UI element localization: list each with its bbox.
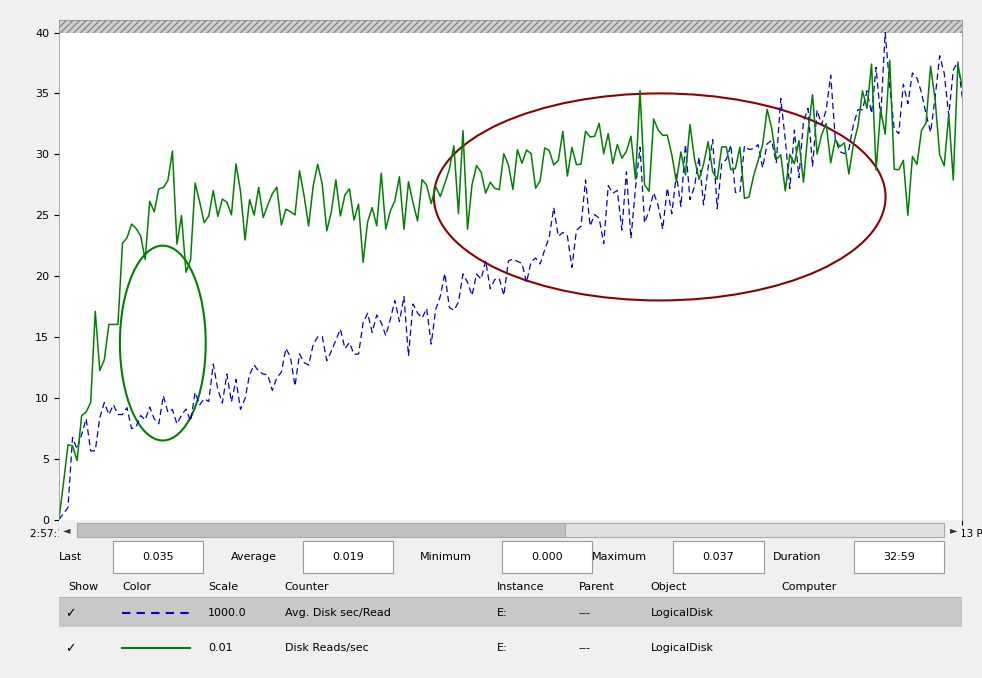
Text: 0.035: 0.035 [142, 552, 174, 562]
Text: Instance: Instance [497, 582, 545, 592]
Text: E:: E: [497, 608, 508, 618]
Text: ►: ► [951, 525, 957, 535]
Text: Color: Color [122, 582, 151, 592]
Bar [59, 597, 962, 626]
Text: Last: Last [59, 552, 82, 562]
Text: Parent: Parent [578, 582, 615, 592]
Text: 0.000: 0.000 [531, 552, 563, 562]
Text: 1000.0: 1000.0 [208, 608, 246, 618]
Text: ✓: ✓ [66, 642, 76, 655]
Text: Minimum: Minimum [420, 552, 472, 562]
Text: Scale: Scale [208, 582, 238, 592]
Text: LogicalDisk: LogicalDisk [651, 608, 714, 618]
Bar [77, 523, 945, 536]
Bar [77, 523, 565, 536]
Text: Disk Reads/sec: Disk Reads/sec [285, 643, 368, 654]
Text: ◄: ◄ [64, 525, 71, 535]
Text: Maximum: Maximum [592, 552, 647, 562]
Text: E:: E: [497, 643, 508, 654]
FancyBboxPatch shape [674, 541, 764, 573]
Text: ---: --- [578, 643, 590, 654]
Text: Computer: Computer [782, 582, 837, 592]
Text: 0.01: 0.01 [208, 643, 233, 654]
Text: 32:59: 32:59 [883, 552, 915, 562]
FancyBboxPatch shape [113, 541, 203, 573]
FancyBboxPatch shape [502, 541, 592, 573]
FancyBboxPatch shape [302, 541, 393, 573]
Text: Counter: Counter [285, 582, 329, 592]
Text: ✓: ✓ [66, 607, 76, 620]
Text: 0.037: 0.037 [702, 552, 735, 562]
Text: Duration: Duration [773, 552, 821, 562]
Text: 0.019: 0.019 [332, 552, 364, 562]
Text: ---: --- [578, 608, 590, 618]
Text: Show: Show [68, 582, 98, 592]
Text: LogicalDisk: LogicalDisk [651, 643, 714, 654]
Text: Object: Object [651, 582, 687, 592]
FancyBboxPatch shape [854, 541, 945, 573]
Text: Average: Average [231, 552, 277, 562]
Text: Avg. Disk sec/Read: Avg. Disk sec/Read [285, 608, 391, 618]
